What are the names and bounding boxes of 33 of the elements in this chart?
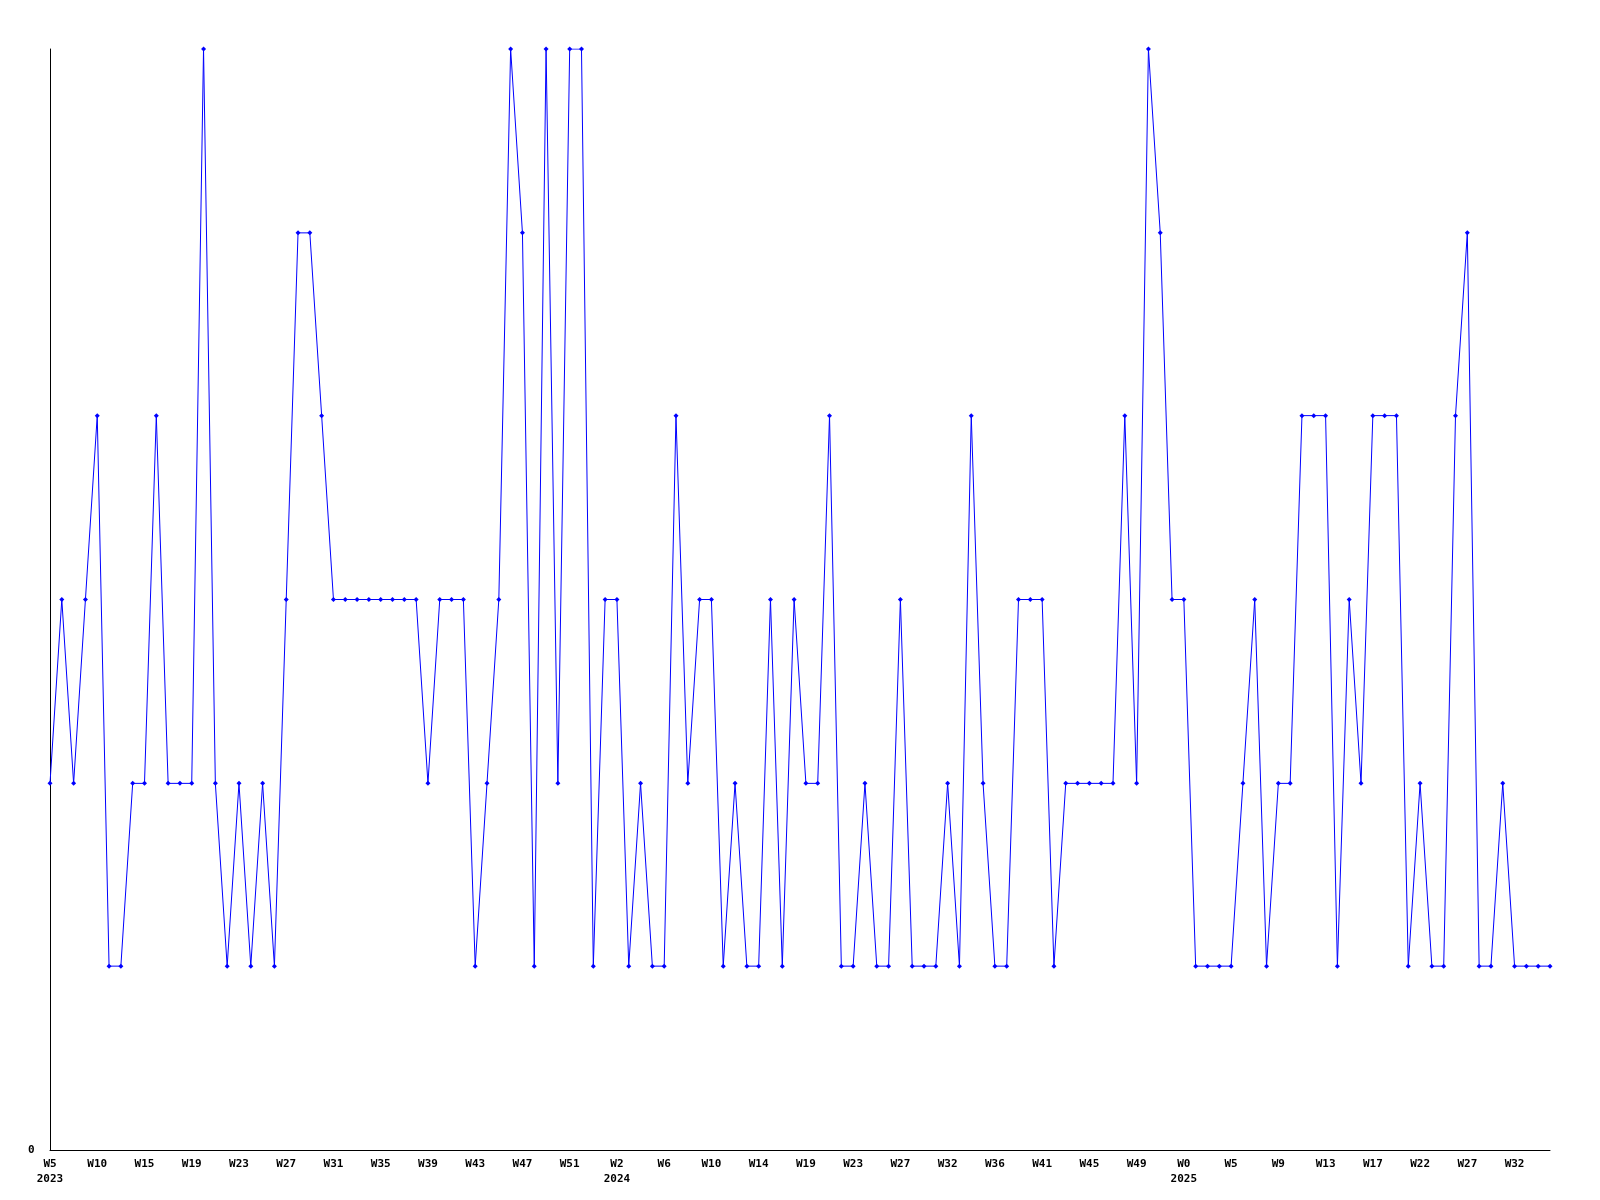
x-tick-label: W9 — [1271, 1157, 1285, 1170]
x-tick-label: W43 — [465, 1157, 486, 1170]
x-tick-label: W19 — [795, 1157, 816, 1170]
x-tick-label: W10 — [87, 1157, 108, 1170]
x-tick-label: W2 2024 — [603, 1157, 631, 1185]
x-tick-label: W41 — [1032, 1157, 1053, 1170]
x-tick-label: W31 — [323, 1157, 344, 1170]
x-tick-label: W27 — [890, 1157, 911, 1170]
x-tick-label: W27 — [1457, 1157, 1478, 1170]
x-tick-label: W35 — [370, 1157, 391, 1170]
x-tick-label: W36 — [984, 1157, 1006, 1170]
x-tick-label: W5 2023 — [36, 1157, 64, 1185]
x-tick-label: W27 — [276, 1157, 297, 1170]
x-tick-label: W5 — [1224, 1157, 1238, 1170]
x-tick-label: W23 — [229, 1157, 249, 1170]
x-tick-label: W32 — [937, 1157, 958, 1170]
x-tick-label: W49 — [1126, 1157, 1147, 1170]
x-tick-label: W19 — [181, 1157, 202, 1170]
text: 0 — [28, 1143, 35, 1156]
x-tick-label: W22 — [1410, 1157, 1431, 1170]
x-tick-label: W45 — [1079, 1157, 1100, 1170]
x-tick-label: W23 — [843, 1157, 864, 1170]
x-tick-label: W15 — [134, 1157, 155, 1170]
x-tick-label: W10 — [701, 1157, 722, 1170]
x-tick-label: W47 — [512, 1157, 533, 1170]
x-tick-label: W51 — [559, 1157, 580, 1170]
x-tick-label: W13 — [1315, 1157, 1336, 1170]
x-tick-label: W6 — [657, 1157, 672, 1170]
x-tick-label: W0 2025 — [1170, 1157, 1198, 1185]
x-tick-label: W39 — [418, 1157, 438, 1170]
x-tick-label: W32 — [1504, 1157, 1525, 1170]
x-tick-label: W14 — [748, 1157, 769, 1170]
x-tick-label: W17 — [1362, 1157, 1383, 1170]
